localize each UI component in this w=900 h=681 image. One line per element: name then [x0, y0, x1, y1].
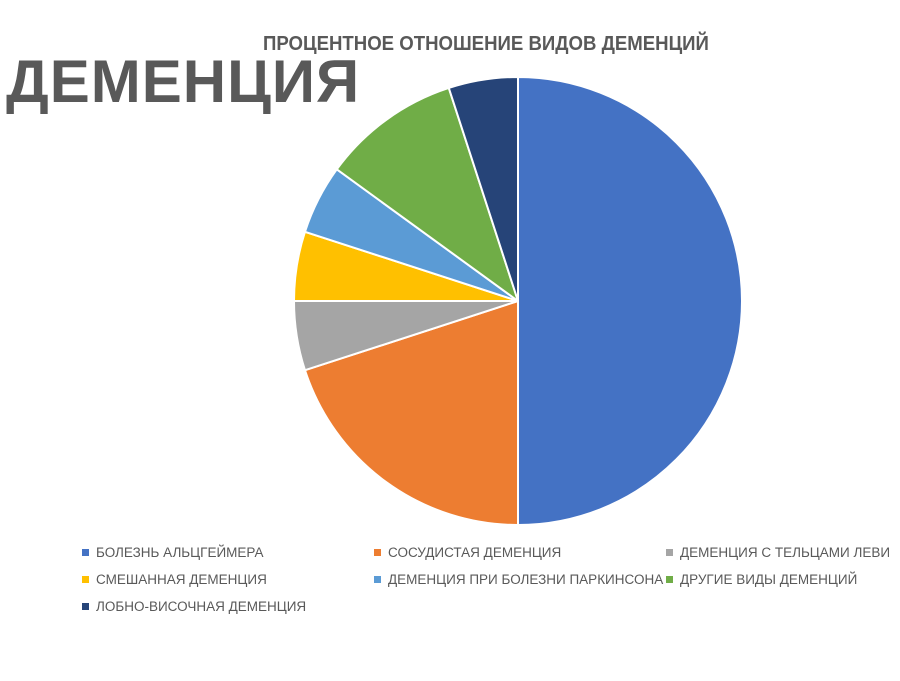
chart-title: ПРОЦЕНТНОЕ ОТНОШЕНИЕ ВИДОВ ДЕМЕНЦИЙ — [263, 33, 709, 55]
legend-item: ДРУГИЕ ВИДЫ ДЕМЕНЦИЙ — [666, 570, 900, 588]
legend-item: СОСУДИСТАЯ ДЕМЕНЦИЯ — [374, 543, 666, 561]
pie-slice — [517, 76, 743, 526]
legend-label: ДЕМЕНЦИЯ ПРИ БОЛЕЗНИ ПАРКИНСОНА — [388, 571, 664, 587]
legend-swatch — [666, 548, 673, 556]
legend-item: ДЕМЕНЦИЯ ПРИ БОЛЕЗНИ ПАРКИНСОНА — [374, 570, 666, 588]
chart-legend: БОЛЕЗНЬ АЛЬЦГЕЙМЕРА СОСУДИСТАЯ ДЕМЕНЦИЯ ДЕ… — [82, 543, 900, 615]
legend-swatch — [374, 575, 381, 583]
legend-label: СМЕШАННАЯ ДЕМЕНЦИЯ — [96, 571, 267, 587]
legend-label: СОСУДИСТАЯ ДЕМЕНЦИЯ — [388, 544, 562, 560]
pie-slice — [447, 76, 519, 302]
legend-swatch — [666, 575, 673, 583]
legend-swatch — [82, 575, 89, 583]
pie-slice — [303, 300, 519, 526]
legend-item: БОЛЕЗНЬ АЛЬЦГЕЙМЕРА — [82, 543, 374, 561]
page-heading: ДЕМЕНЦИЯ — [6, 48, 361, 115]
legend-swatch — [82, 548, 89, 556]
pie-slice — [335, 86, 519, 302]
legend-item: ЛОБНО-ВИСОЧНАЯ ДЕМЕНЦИЯ — [82, 597, 374, 615]
legend-swatch — [374, 548, 381, 556]
legend-item: ДЕМЕНЦИЯ С ТЕЛЬЦАМИ ЛЕВИ — [666, 543, 900, 561]
legend-swatch — [82, 602, 89, 610]
legend-label: ЛОБНО-ВИСОЧНАЯ ДЕМЕНЦИЯ — [96, 598, 307, 614]
legend-label: БОЛЕЗНЬ АЛЬЦГЕЙМЕРА — [96, 544, 264, 560]
legend-item: СМЕШАННАЯ ДЕМЕНЦИЯ — [82, 570, 374, 588]
legend-label: ДЕМЕНЦИЯ С ТЕЛЬЦАМИ ЛЕВИ — [680, 544, 891, 560]
legend-label: ДРУГИЕ ВИДЫ ДЕМЕНЦИЙ — [680, 571, 858, 587]
